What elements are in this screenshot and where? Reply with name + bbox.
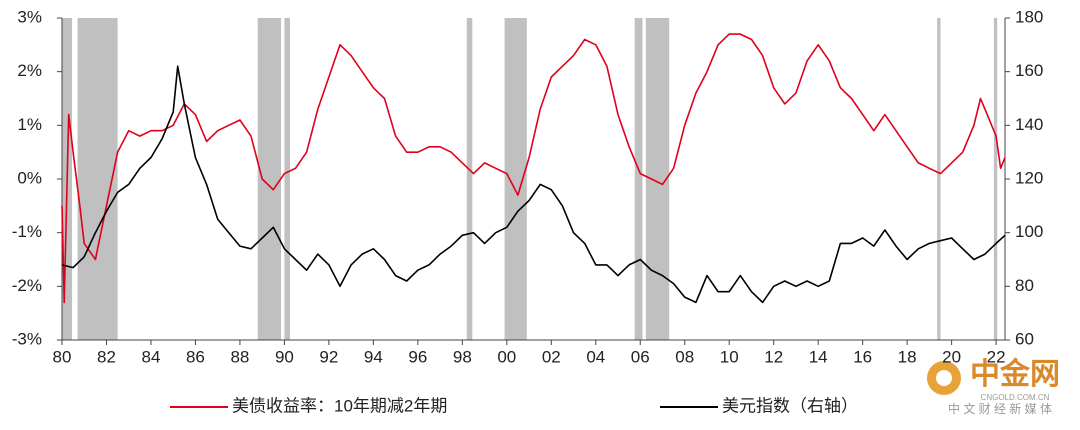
series-line: [61, 33, 1006, 304]
x-tick-label: 06: [631, 347, 650, 366]
x-tick-label: 98: [453, 347, 472, 366]
watermark-url: CNGOLD.COM.CN: [981, 393, 1050, 402]
y2-tick-label: 100: [1015, 222, 1043, 241]
x-tick-label: 84: [142, 347, 161, 366]
shaded-range: [257, 18, 282, 340]
shaded-range: [634, 18, 643, 340]
x-tick-label: 20: [942, 347, 961, 366]
legend-label: 美债收益率：10年期减2年期: [232, 396, 447, 415]
x-tick-label: 08: [675, 347, 694, 366]
x-tick-label: 94: [364, 347, 383, 366]
y-tick-label: -1%: [12, 222, 42, 241]
x-tick-label: 80: [53, 347, 72, 366]
x-tick-label: 04: [586, 347, 605, 366]
shaded-range: [645, 18, 670, 340]
watermark-tagline: 中 文 财 经 新 媒 体: [948, 401, 1052, 416]
watermark-logo-inner: [936, 370, 952, 386]
shaded-range: [284, 18, 290, 340]
shaded-range: [937, 18, 941, 340]
y-tick-label: -2%: [12, 276, 42, 295]
x-tick-label: 86: [186, 347, 205, 366]
legend-label: 美元指数（右轴）: [722, 396, 858, 415]
x-tick-label: 10: [720, 347, 739, 366]
shaded-range: [993, 18, 998, 340]
x-tick-label: 92: [319, 347, 338, 366]
y2-tick-label: 160: [1015, 61, 1043, 80]
x-tick-label: 14: [809, 347, 828, 366]
x-tick-label: 16: [853, 347, 872, 366]
y-tick-label: 2%: [17, 61, 42, 80]
watermark-title: 中金网: [970, 357, 1060, 391]
watermark: 中金网 CNGOLD.COM.CN 中 文 财 经 新 媒 体: [927, 357, 1060, 416]
x-tick-label: 88: [230, 347, 249, 366]
x-tick-label: 00: [497, 347, 516, 366]
series-line: [61, 65, 1006, 304]
y-tick-label: 1%: [17, 115, 42, 134]
y-tick-label: 0%: [17, 168, 42, 187]
x-tick-label: 90: [275, 347, 294, 366]
x-tick-label: 22: [987, 347, 1006, 366]
y2-tick-label: 80: [1015, 276, 1034, 295]
shaded-range: [466, 18, 473, 340]
y2-tick-label: 180: [1015, 7, 1043, 26]
x-tick-label: 18: [898, 347, 917, 366]
x-tick-label: 02: [542, 347, 561, 366]
y2-tick-label: 120: [1015, 168, 1043, 187]
shaded-range: [77, 18, 118, 340]
y-tick-label: -3%: [12, 329, 42, 348]
y2-tick-label: 60: [1015, 329, 1034, 348]
x-tick-label: 82: [97, 347, 116, 366]
y2-tick-label: 140: [1015, 115, 1043, 134]
x-tick-label: 96: [408, 347, 427, 366]
y-tick-label: 3%: [17, 7, 42, 26]
shaded-range: [504, 18, 527, 340]
x-tick-label: 12: [764, 347, 783, 366]
